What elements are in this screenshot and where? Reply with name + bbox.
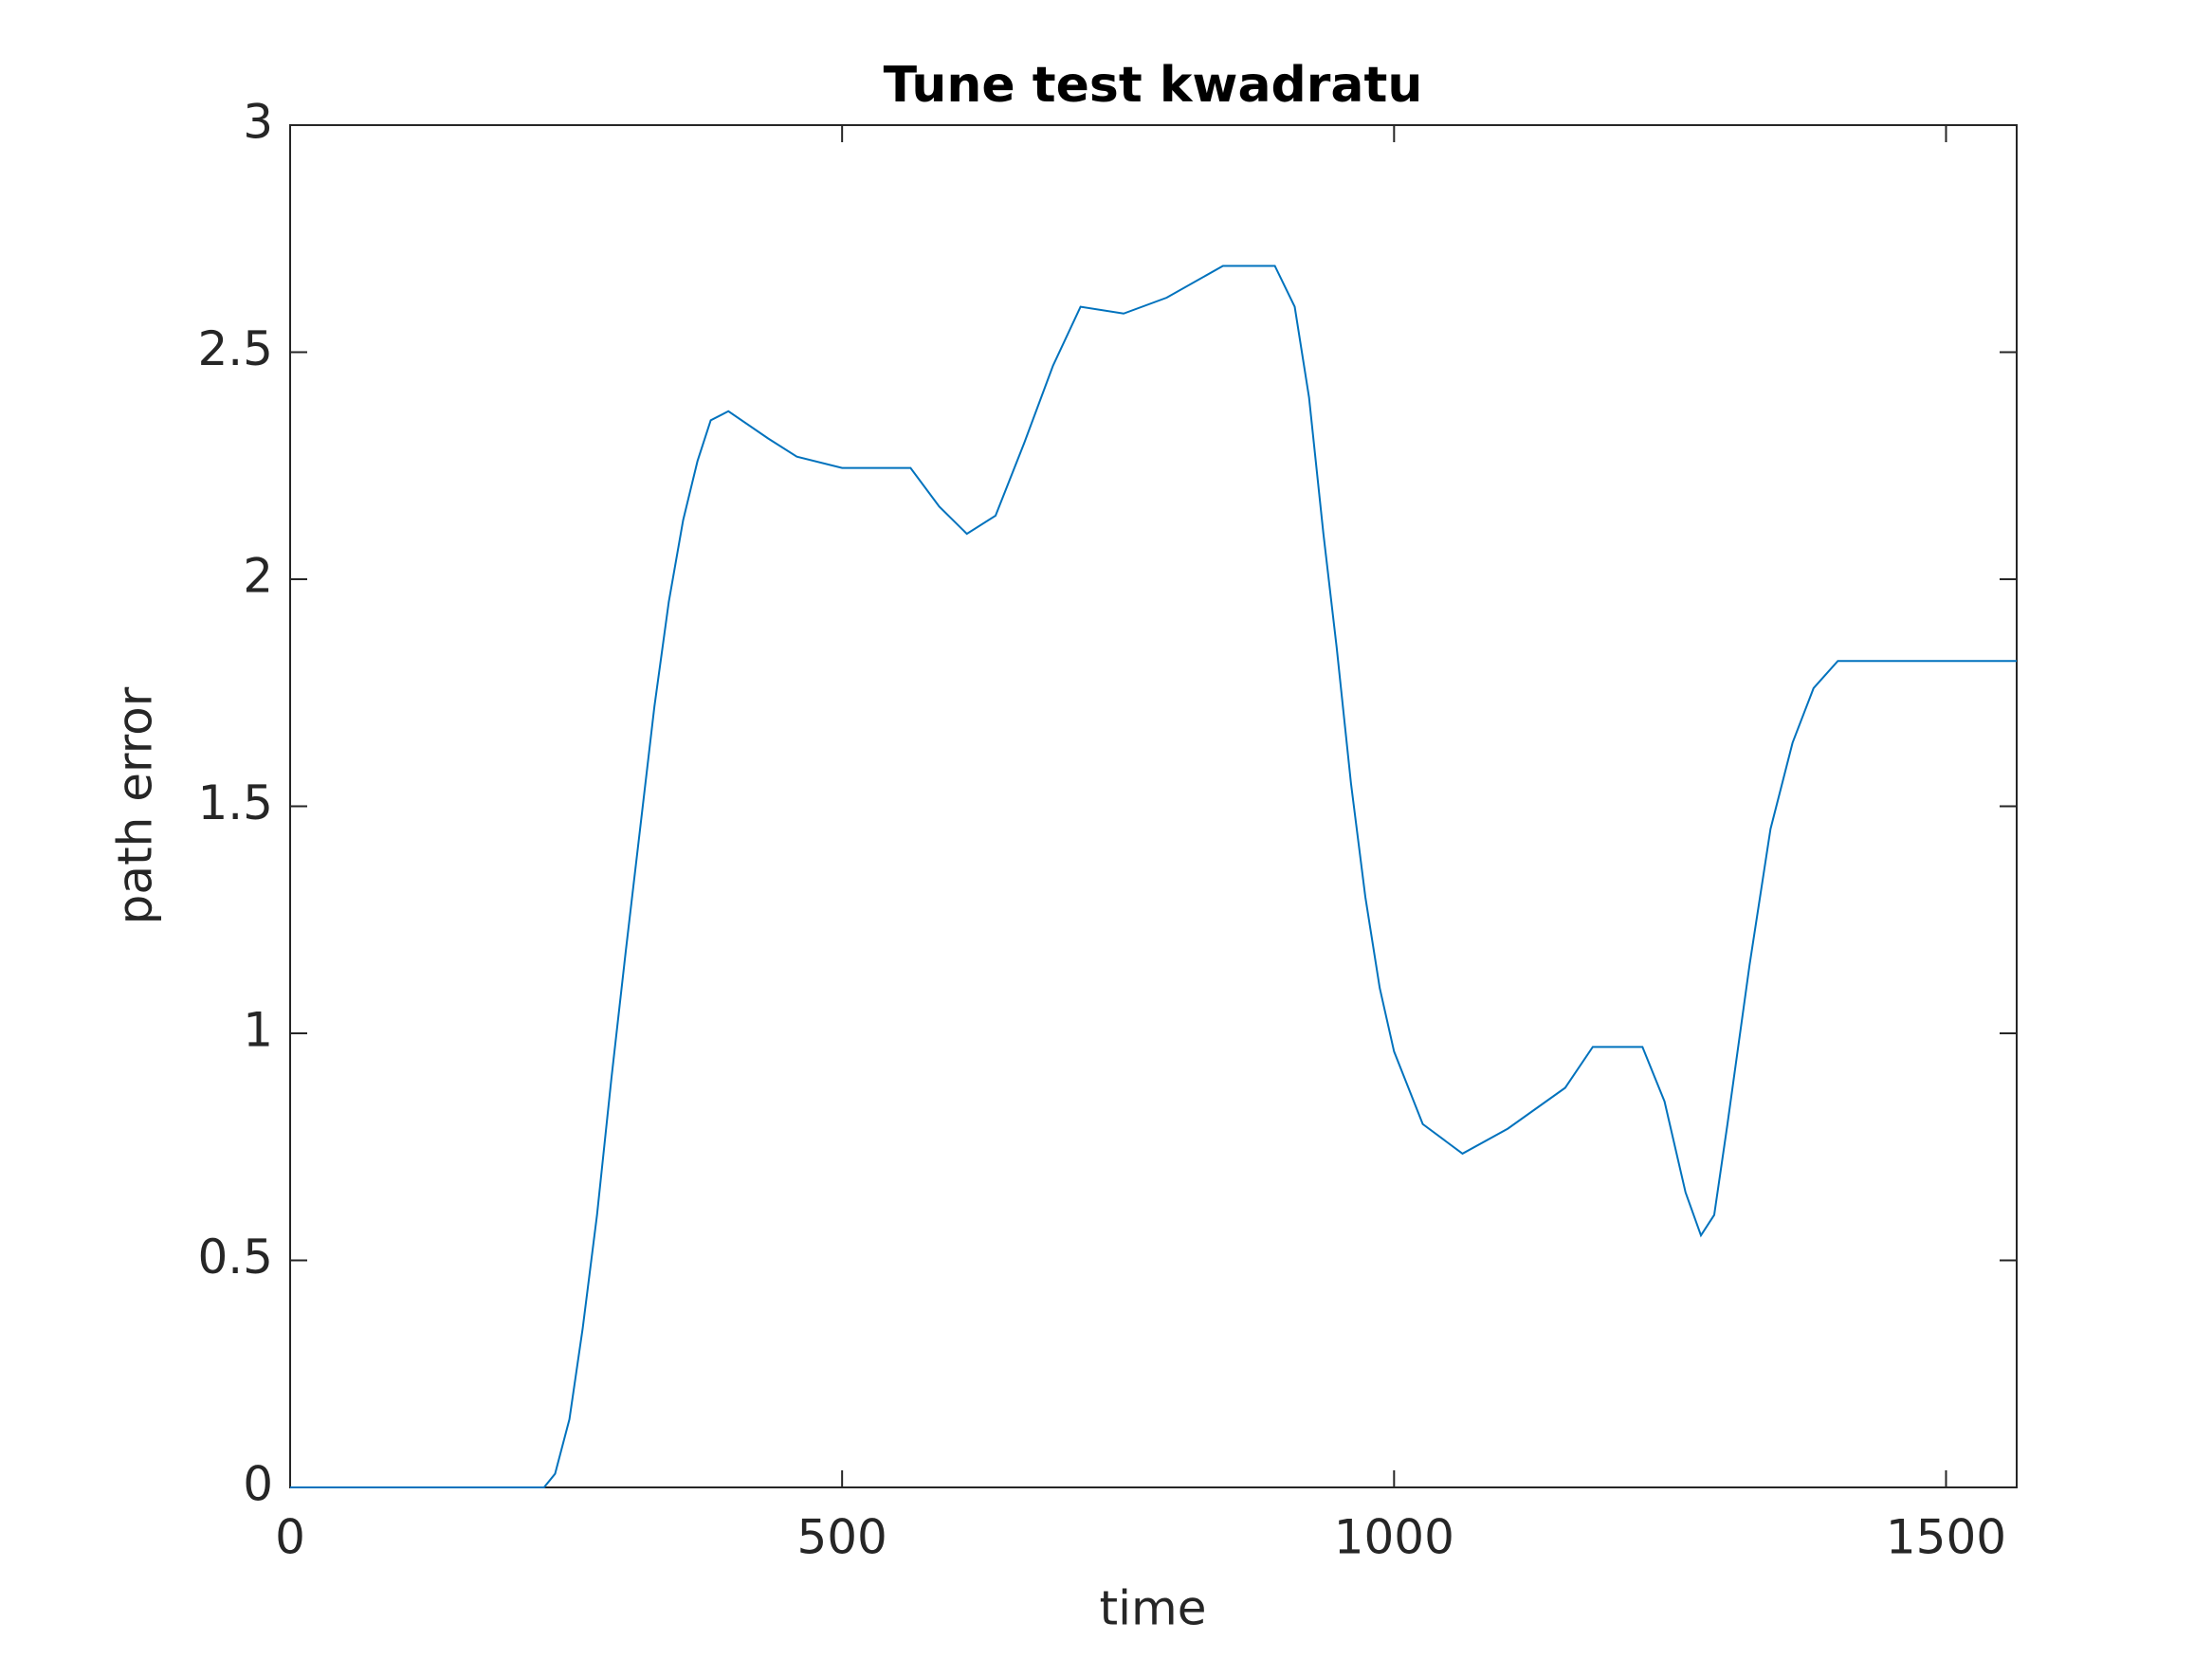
y-tick-label: 1.5 xyxy=(197,775,273,830)
x-tick-label: 1000 xyxy=(1334,1510,1454,1565)
x-axis-label: time xyxy=(1100,1581,1207,1636)
x-tick-label: 500 xyxy=(796,1510,887,1565)
chart-title: Tune test kwadratu xyxy=(884,57,1423,114)
y-tick-label: 3 xyxy=(243,95,273,150)
x-tick-label: 1500 xyxy=(1886,1510,2006,1565)
x-tick-label: 0 xyxy=(275,1510,305,1565)
y-tick-label: 0 xyxy=(243,1457,273,1512)
y-axis-label: path error xyxy=(108,686,163,924)
data-line xyxy=(290,264,2017,1488)
y-tick-label: 0.5 xyxy=(197,1230,273,1285)
y-tick-label: 2.5 xyxy=(197,321,273,376)
y-tick-label: 2 xyxy=(243,549,273,604)
y-tick-label: 1 xyxy=(243,1003,273,1058)
